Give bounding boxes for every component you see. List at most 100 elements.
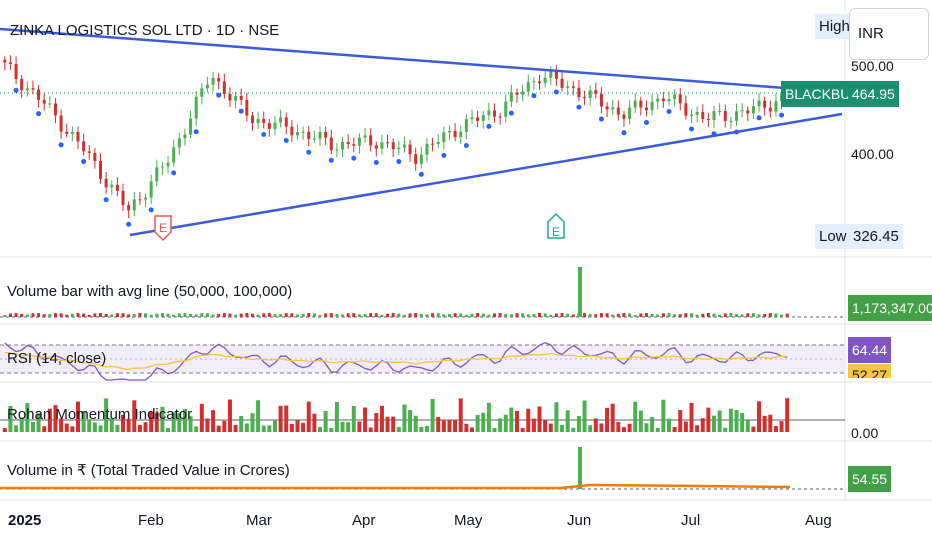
- candle-body: [712, 111, 716, 121]
- candle-body: [431, 143, 435, 145]
- volume-bar: [633, 314, 637, 317]
- candle-body: [245, 99, 249, 116]
- momentum-bar: [565, 410, 570, 432]
- candle-body: [149, 181, 153, 198]
- momentum-bar: [368, 427, 373, 432]
- signal-dot: [171, 170, 177, 176]
- momentum-bar: [728, 408, 733, 432]
- candle-body: [391, 142, 395, 150]
- candle-body: [493, 110, 496, 117]
- momentum-bar: [689, 402, 694, 432]
- time-label-2025: 2025: [8, 512, 42, 529]
- momentum-bar: [53, 405, 58, 432]
- volume-bars: [3, 267, 789, 317]
- candle-body: [639, 100, 643, 108]
- volume-bar: [661, 313, 665, 317]
- signal-dot: [666, 108, 672, 114]
- candle-body: [177, 138, 181, 148]
- candle-body: [166, 162, 170, 167]
- momentum-bar: [616, 422, 621, 432]
- momentum-bar: [334, 402, 339, 432]
- momentum-bar: [194, 426, 199, 432]
- candle-body: [459, 131, 463, 138]
- candle-body: [616, 107, 620, 115]
- earnings-marker-green[interactable]: E: [547, 212, 565, 239]
- candle-body: [121, 190, 125, 206]
- earnings-marker-red[interactable]: E: [154, 215, 172, 242]
- candle-body: [543, 77, 547, 84]
- volume-bar: [735, 313, 739, 317]
- momentum-bar: [666, 418, 671, 432]
- candle-body: [538, 81, 542, 84]
- momentum-bar: [188, 416, 193, 432]
- momentum-bar: [610, 403, 615, 432]
- candle-body: [329, 137, 333, 151]
- momentum-bar: [768, 414, 773, 432]
- candle-body: [549, 71, 553, 78]
- high-label: High: [815, 14, 854, 39]
- candle-body: [256, 119, 260, 124]
- momentum-bar: [109, 418, 114, 432]
- signal-dot: [553, 89, 559, 95]
- momentum-bar: [104, 398, 109, 432]
- momentum-bar: [115, 424, 120, 432]
- candle-body: [20, 78, 24, 91]
- momentum-bar: [92, 422, 97, 432]
- candle-body: [200, 88, 204, 97]
- momentum-bar: [785, 398, 790, 432]
- momentum-bar: [233, 425, 238, 432]
- time-label-jul: Jul: [681, 512, 701, 529]
- candle-body: [442, 132, 446, 143]
- currency-label: INR: [858, 25, 884, 42]
- volume-bar: [374, 313, 378, 317]
- volume-bar: [307, 313, 311, 317]
- volume-bar: [222, 313, 226, 317]
- volume-bar: [701, 313, 705, 317]
- momentum-bar: [301, 422, 306, 432]
- momentum-bar: [700, 418, 705, 432]
- momentum-bar: [98, 425, 103, 432]
- momentum-bar: [121, 414, 126, 432]
- momentum-bar: [289, 424, 294, 432]
- currency-selector[interactable]: INR: [849, 8, 929, 60]
- earnings-marker-green-label: E: [552, 225, 560, 239]
- candle-body: [70, 131, 74, 134]
- momentum-bar: [548, 423, 553, 432]
- volume-bar: [583, 313, 587, 317]
- candle-body: [160, 166, 164, 168]
- candle-body: [633, 100, 637, 108]
- volume-bar: [155, 313, 159, 317]
- momentum-bar: [605, 407, 610, 432]
- volume-bar: [712, 313, 716, 317]
- candle-body: [318, 131, 322, 139]
- volume-bar: [419, 313, 423, 317]
- candle-body: [172, 147, 176, 163]
- low-label: Low: [815, 224, 851, 249]
- momentum-bar: [211, 410, 216, 432]
- volume-bar: [256, 314, 260, 317]
- momentum-bar: [216, 425, 221, 432]
- momentum-bar: [424, 425, 429, 432]
- time-label-jun: Jun: [567, 512, 592, 529]
- momentum-bar: [363, 407, 368, 432]
- candle-body: [363, 135, 367, 138]
- momentum-bar: [284, 405, 289, 432]
- volume-bar: [746, 313, 750, 317]
- candle-body: [695, 112, 699, 115]
- signal-dots: [13, 87, 785, 227]
- volume-bar: [650, 313, 654, 317]
- candle-body: [453, 130, 457, 138]
- momentum-bar: [306, 401, 311, 432]
- signal-dot: [441, 152, 447, 158]
- volume-bar: [205, 313, 209, 317]
- candle-body: [560, 78, 564, 88]
- volume-bar: [121, 313, 125, 317]
- volume-bar: [785, 313, 789, 317]
- volume-bar: [487, 314, 491, 317]
- volume-bar: [470, 313, 474, 317]
- momentum-bar: [436, 416, 441, 432]
- time-label-may: May: [454, 512, 483, 529]
- volume-bar: [780, 314, 784, 317]
- candle-body: [335, 149, 339, 151]
- volume-bar: [14, 313, 18, 317]
